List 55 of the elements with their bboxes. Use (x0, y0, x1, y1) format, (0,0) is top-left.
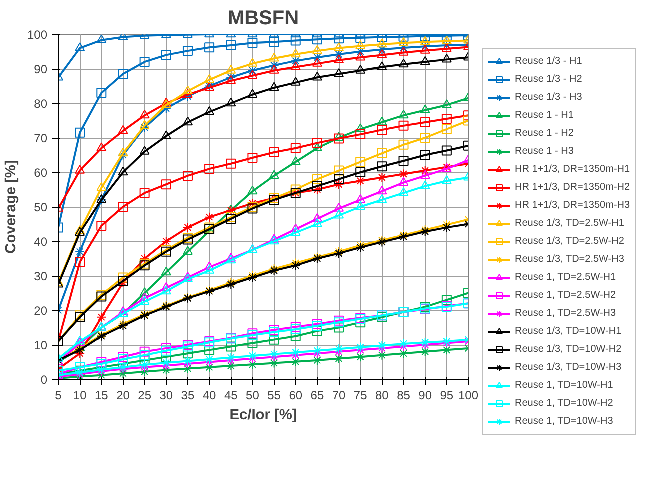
y-tick-label: 70 (34, 132, 48, 146)
legend-label: Reuse 1 - H2 (515, 127, 574, 141)
legend-label: HR 1+1/3, DR=1350m-H1 (515, 163, 630, 177)
x-tick-label: 30 (160, 388, 174, 402)
x-tick-label: 75 (354, 388, 368, 402)
legend-label: Reuse 1/3, TD=2.5W-H3 (515, 253, 624, 267)
legend-label: HR 1+1/3, DR=1350m-H2 (515, 181, 630, 195)
x-tick-label: 90 (418, 388, 432, 402)
legend-label: Reuse 1, TD=10W-H1 (515, 379, 614, 393)
x-tick-label: 80 (376, 388, 390, 402)
legend-label: Reuse 1/3, TD=2.5W-H1 (515, 217, 624, 231)
legend-label: Reuse 1/3, TD=10W-H3 (515, 361, 622, 375)
x-tick-label: 50 (246, 388, 260, 402)
x-tick-label: 55 (268, 388, 282, 402)
legend-label: Reuse 1, TD=2.5W-H3 (515, 307, 616, 321)
legend-label: Reuse 1/3 - H3 (515, 91, 582, 105)
x-tick-label: 15 (94, 388, 109, 402)
legend-label: Reuse 1/3, TD=10W-H1 (515, 325, 622, 339)
legend-label: Reuse 1, TD=10W-H3 (515, 415, 614, 429)
x-tick-label: 65 (310, 388, 324, 402)
legend-label: Reuse 1/3 - H1 (515, 55, 582, 69)
y-tick-label: 100 (27, 28, 48, 42)
x-tick-label: 60 (289, 388, 303, 402)
x-tick-label: 20 (116, 388, 130, 402)
y-axis-title: Coverage [%] (3, 160, 20, 254)
y-tick-label: 50 (34, 200, 48, 214)
x-tick-label: 95 (440, 388, 454, 402)
legend-label: Reuse 1, TD=10W-H2 (515, 397, 614, 411)
legend-label: Reuse 1/3, TD=10W-H2 (515, 343, 622, 357)
x-tick-label: 40 (202, 388, 217, 402)
y-tick-label: 20 (34, 304, 48, 318)
x-tick-label: 35 (181, 388, 195, 402)
legend-label: Reuse 1, TD=2.5W-H1 (515, 271, 616, 285)
y-tick-label: 30 (34, 270, 48, 284)
y-tick-label: 40 (34, 235, 48, 249)
y-tick-label: 80 (34, 97, 48, 111)
legend-label: Reuse 1/3, TD=2.5W-H2 (515, 235, 624, 249)
legend-label: Reuse 1, TD=2.5W-H2 (515, 289, 616, 303)
y-tick-label: 10 (34, 338, 48, 352)
x-axis-title: Ec/Ior [%] (230, 408, 298, 424)
x-tick-label: 5 (55, 388, 62, 402)
legend-label: Reuse 1 - H1 (515, 109, 574, 123)
x-tick-label: 25 (138, 388, 152, 402)
y-tick-label: 90 (34, 62, 48, 76)
x-tick-label: 45 (224, 388, 238, 402)
x-tick-label: 85 (397, 388, 411, 402)
legend-label: Reuse 1/3 - H2 (515, 73, 582, 87)
y-tick-label: 0 (40, 373, 48, 387)
x-tick-label: 10 (73, 388, 88, 402)
legend-label: Reuse 1 - H3 (515, 145, 574, 159)
x-tick-label: 70 (332, 388, 346, 402)
y-tick-label: 60 (34, 166, 48, 180)
chart-title: MBSFN (228, 8, 300, 30)
x-tick-label: 100 (458, 388, 479, 402)
legend-label: HR 1+1/3, DR=1350m-H3 (515, 199, 630, 213)
